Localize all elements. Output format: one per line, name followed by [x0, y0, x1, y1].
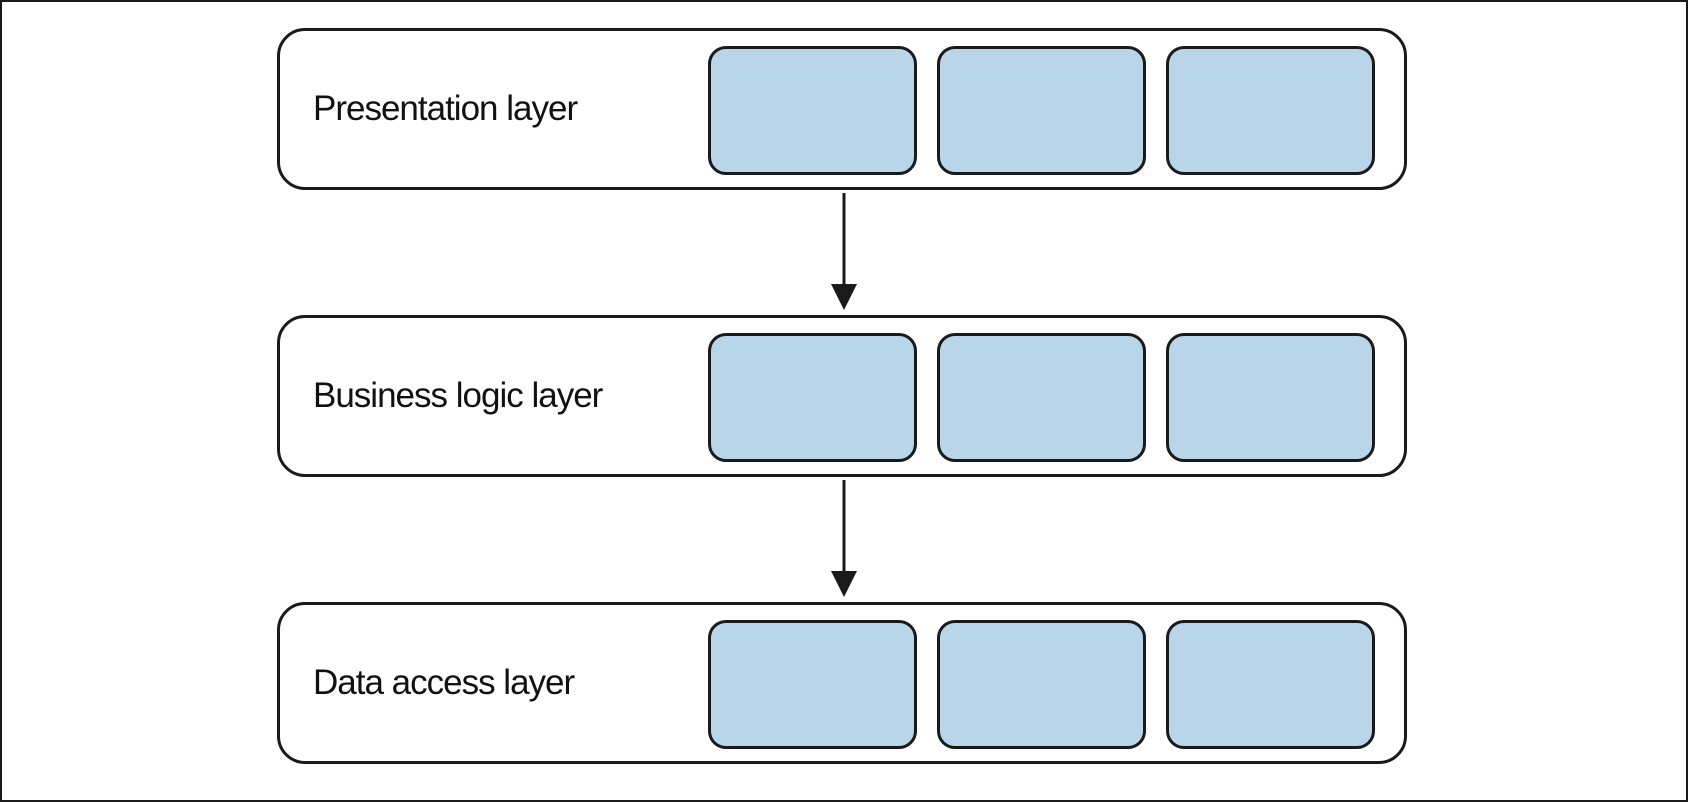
business-logic-layer: Business logic layer	[277, 315, 1407, 477]
data-access-component-2	[937, 620, 1146, 749]
data-access-component-3	[1166, 620, 1375, 749]
presentation-component-2	[937, 46, 1146, 175]
data-access-layer-label: Data access layer	[313, 663, 575, 702]
presentation-component-3	[1166, 46, 1375, 175]
presentation-component-1	[708, 46, 917, 175]
business-logic-layer-label: Business logic layer	[313, 376, 603, 415]
data-access-layer: Data access layer	[277, 602, 1407, 764]
arrow-business-to-data	[831, 480, 857, 597]
data-access-component-1	[708, 620, 917, 749]
business-logic-component-2	[937, 333, 1146, 462]
presentation-layer: Presentation layer	[277, 28, 1407, 190]
presentation-layer-label: Presentation layer	[313, 89, 578, 128]
arrow-presentation-to-business	[831, 193, 857, 310]
business-logic-component-3	[1166, 333, 1375, 462]
business-logic-component-1	[708, 333, 917, 462]
